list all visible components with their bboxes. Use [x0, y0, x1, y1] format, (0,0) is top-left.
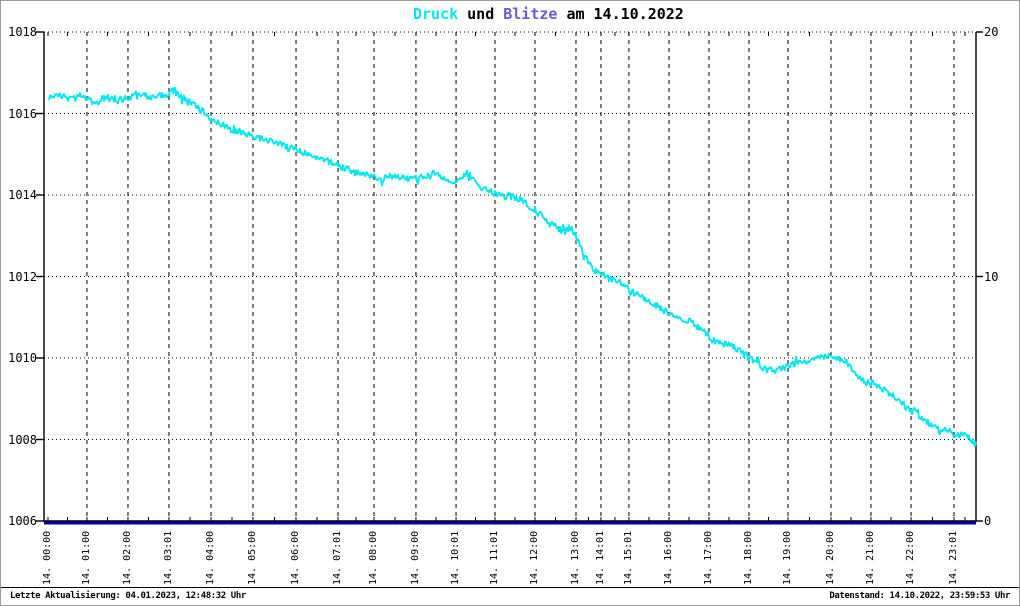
- x-axis-tick-label: 14. 08:00: [368, 530, 380, 585]
- x-axis-tick-label: 14. 04:00: [205, 530, 216, 585]
- x-axis-tick-label: 14. 07:01: [332, 530, 344, 585]
- x-axis-tick-label: 14. 02:00: [121, 530, 133, 585]
- y-axis-left-tick-label: 1018: [8, 25, 37, 39]
- x-axis-tick-label: 14. 06:00: [290, 530, 301, 585]
- x-axis-tick-label: 14. 05:00: [246, 530, 258, 585]
- y-axis-left-tick-label: 1006: [8, 514, 37, 528]
- title-und: und: [467, 5, 495, 23]
- x-axis-tick-label: 14. 03:01: [162, 530, 174, 585]
- chart-canvas: [1, 1, 1019, 591]
- title-blitze: Blitze: [503, 5, 558, 23]
- status-data-timestamp: Datenstand: 14.10.2022, 23:59:53 Uhr: [829, 591, 1010, 601]
- chart-title: Druck und Blitze am 14.10.2022: [413, 5, 684, 23]
- title-druck: Druck: [413, 5, 459, 23]
- y-axis-left-tick-label: 1008: [8, 432, 37, 447]
- x-axis-tick-label: 14. 00:00: [42, 530, 53, 585]
- title-date: am 14.10.2022: [566, 5, 684, 23]
- x-axis-tick-label: 14. 19:00: [782, 530, 794, 585]
- x-axis-tick-label: 14. 22:00: [905, 530, 917, 585]
- y-axis-right-tick-label: 20: [984, 25, 999, 39]
- x-axis-tick-label: 14. 11:01: [488, 530, 500, 585]
- chart-area: Druck und Blitze am 14.10.2022 1006 1008 1010…: [1, 1, 1019, 587]
- y-axis-right-tick-label: 0: [984, 514, 992, 528]
- x-axis-tick-label: 14. 14:01: [594, 530, 606, 585]
- y-axis-left-tick-label: 1014: [8, 188, 37, 202]
- x-axis-tick-label: 14. 12:00: [528, 530, 540, 585]
- status-bar: Letzte Aktualisierung: 04.01.2023, 12:48…: [1, 587, 1019, 605]
- y-axis-left-tick-label: 1016: [8, 106, 37, 121]
- x-axis-tick-label: 14. 21:00: [864, 530, 876, 585]
- y-axis-left-tick-label: 1010: [8, 351, 37, 365]
- x-axis-tick-label: 14. 01:00: [80, 530, 92, 585]
- status-last-update: Letzte Aktualisierung: 04.01.2023, 12:48…: [10, 591, 246, 601]
- y-axis-right-tick-label: 10: [984, 269, 999, 284]
- y-axis-left-tick-label: 1012: [8, 269, 37, 284]
- x-axis-tick-label: 14. 13:00: [569, 530, 581, 585]
- x-axis-tick-label: 14. 16:00: [662, 530, 674, 585]
- x-axis-tick-label: 14. 17:00: [702, 530, 714, 585]
- x-axis-tick-label: 14. 15:01: [622, 530, 634, 585]
- x-axis-tick-label: 14. 20:00: [824, 530, 836, 585]
- x-axis-tick-label: 14. 23:01: [948, 530, 959, 585]
- x-axis-tick-label: 14. 10:01: [450, 530, 462, 585]
- x-axis-tick-label: 14. 09:00: [409, 530, 421, 585]
- x-axis-tick-label: 14. 18:00: [742, 530, 754, 585]
